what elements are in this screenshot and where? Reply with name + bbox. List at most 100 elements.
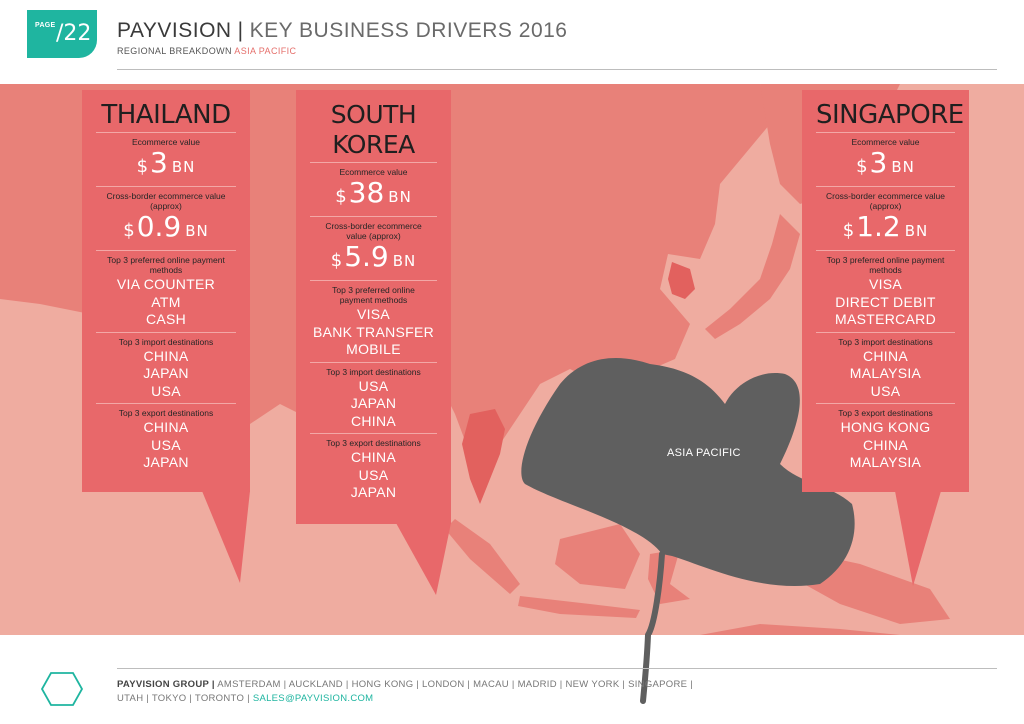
country-name: SOUTH KOREA	[310, 100, 437, 163]
subtitle-prefix: REGIONAL BREAKDOWN	[117, 46, 232, 56]
value-unit: BN	[388, 188, 412, 206]
list-item: MASTERCARD	[834, 311, 936, 327]
value-unit: BN	[185, 222, 209, 240]
ecommerce-value: $3 BN	[816, 147, 955, 183]
payment-methods-label: Top 3 preferred online payment methods	[107, 255, 225, 275]
page-subtitle: REGIONAL BREAKDOWN ASIA PACIFIC	[117, 46, 296, 56]
cross-border-value-number: 1.2	[856, 210, 901, 243]
brand-name: PAYVISION	[117, 19, 232, 42]
asia-pacific-leaf-shape	[521, 358, 855, 587]
hexagon-logo-icon	[40, 672, 84, 706]
japan-landmass	[705, 214, 800, 339]
value-unit: BN	[392, 252, 417, 270]
list-item: CHINA	[862, 436, 909, 453]
report-title: KEY BUSINESS DRIVERS 2016	[249, 19, 568, 42]
ecommerce-value-section: Ecommerce value $3 BN	[96, 137, 236, 187]
currency-symbol: $	[330, 250, 343, 271]
australia-edge-landmass	[700, 624, 900, 635]
ecommerce-value: $38 BN	[310, 177, 437, 213]
thailand-callout: THAILAND Ecommerce value $3 BN Cross-bord…	[82, 90, 250, 492]
page-title: PAYVISION | KEY BUSINESS DRIVERS 2016	[117, 19, 567, 43]
country-name-line1: SOUTH	[330, 100, 417, 129]
list-item: JAPAN	[350, 484, 397, 500]
singapore-callout: SINGAPORE Ecommerce value $3 BN Cross-bor…	[802, 90, 969, 492]
subtitle-region: ASIA PACIFIC	[234, 46, 297, 56]
singapore-callout-pointer	[895, 491, 941, 586]
export-destinations-section: Top 3 export destinations HONG KONG CHIN…	[816, 408, 955, 475]
list-item: ATM	[151, 293, 181, 310]
list-item: HONG KONG	[840, 419, 931, 435]
list-item: USA	[358, 377, 389, 394]
list-item: MOBILE	[346, 341, 401, 357]
ecommerce-value-number: 38	[348, 176, 385, 209]
footer-offices: PAYVISION GROUP | AMSTERDAM | AUCKLAND |…	[117, 678, 717, 706]
cross-border-value: $1.2 BN	[816, 211, 955, 247]
java-landmass	[518, 596, 640, 618]
currency-symbol: $	[856, 156, 868, 177]
list-item: MALAYSIA	[849, 365, 922, 381]
list-item: DIRECT DEBIT	[835, 293, 936, 310]
sumatra-landmass	[445, 519, 520, 594]
export-destinations-label: Top 3 export destinations	[838, 408, 933, 418]
list-item: USA	[358, 466, 389, 483]
value-unit: BN	[171, 158, 196, 176]
country-name: SINGAPORE	[816, 100, 964, 133]
leaf-stem-extension	[640, 635, 651, 704]
footer-office-list: AMSTERDAM | AUCKLAND | HONG KONG | LONDO…	[117, 679, 693, 704]
ecommerce-value: $3 BN	[96, 147, 236, 183]
asia-pacific-leaf-stem	[645, 551, 665, 635]
cross-border-section: Cross-border ecommerce value (approx) $5…	[310, 221, 437, 281]
list-item: MALAYSIA	[849, 454, 922, 470]
south-korea-callout: SOUTH KOREA Ecommerce value $38 BN Cross-…	[296, 90, 451, 524]
cross-border-section: Cross-border ecommerce value (approx) $0…	[96, 191, 236, 251]
import-destinations-section: Top 3 import destinations CHINA JAPAN US…	[96, 336, 236, 404]
import-destinations-label: Top 3 import destinations	[118, 336, 214, 347]
footer-group-name: PAYVISION GROUP |	[117, 679, 215, 690]
export-destinations-section: Top 3 export destinations CHINA USA JAPA…	[310, 438, 437, 505]
list-item: JAPAN	[143, 454, 189, 470]
thailand-highlight	[462, 409, 505, 504]
list-item: JAPAN	[350, 395, 397, 411]
ecommerce-value-label: Ecommerce value	[131, 137, 201, 147]
footer-divider	[117, 668, 997, 669]
thailand-callout-pointer	[202, 491, 250, 583]
list-item: CHINA	[350, 449, 397, 465]
export-destinations-label: Top 3 export destinations	[326, 438, 421, 448]
cross-border-value-number: 5.9	[344, 240, 389, 273]
ecommerce-value-label: Ecommerce value	[339, 167, 408, 177]
import-destinations-label: Top 3 import destinations	[838, 336, 933, 347]
payment-methods-label: Top 3 preferred online payment methods	[332, 285, 415, 305]
ecommerce-value-section: Ecommerce value $3 BN	[816, 137, 955, 187]
south-korea-callout-pointer	[396, 523, 451, 595]
payment-methods-section: Top 3 preferred online payment methods V…	[816, 255, 955, 333]
cross-border-value-number: 0.9	[136, 210, 182, 243]
country-name-line2: KOREA	[332, 130, 415, 159]
title-separator: |	[237, 19, 244, 42]
list-item: CHINA	[350, 412, 397, 429]
currency-symbol: $	[136, 156, 149, 177]
payment-methods-section: Top 3 preferred online payment methods V…	[310, 285, 437, 363]
value-unit: BN	[891, 158, 915, 176]
list-item: JAPAN	[143, 365, 189, 381]
payment-methods-label: Top 3 preferred online payment methods	[826, 255, 945, 275]
list-item: VISA	[356, 306, 391, 322]
value-unit: BN	[904, 222, 929, 240]
page-number-badge: PAGE /22	[27, 10, 97, 58]
list-item: BANK TRANSFER	[312, 323, 435, 340]
list-item: USA	[870, 382, 901, 399]
import-destinations-label: Top 3 import destinations	[326, 366, 421, 377]
page-number: /22	[56, 21, 92, 46]
list-item: USA	[151, 382, 181, 399]
ecommerce-value-label: Ecommerce value	[851, 137, 920, 147]
footer-email-link[interactable]: SALES@PAYVISION.COM	[252, 693, 374, 704]
country-name: THAILAND	[96, 100, 236, 133]
cross-border-label: Cross-border ecommerce value (approx)	[106, 191, 226, 211]
export-destinations-label: Top 3 export destinations	[118, 408, 214, 418]
ecommerce-value-number: 3	[150, 146, 168, 179]
list-item: CHINA	[143, 419, 189, 435]
cross-border-value: $0.9 BN	[96, 211, 236, 247]
cross-border-label: Cross-border ecommerce value (approx)	[825, 191, 946, 211]
list-item: VIA COUNTER	[116, 276, 216, 292]
ecommerce-value-section: Ecommerce value $38 BN	[310, 167, 437, 217]
ecommerce-value-number: 3	[869, 146, 888, 179]
